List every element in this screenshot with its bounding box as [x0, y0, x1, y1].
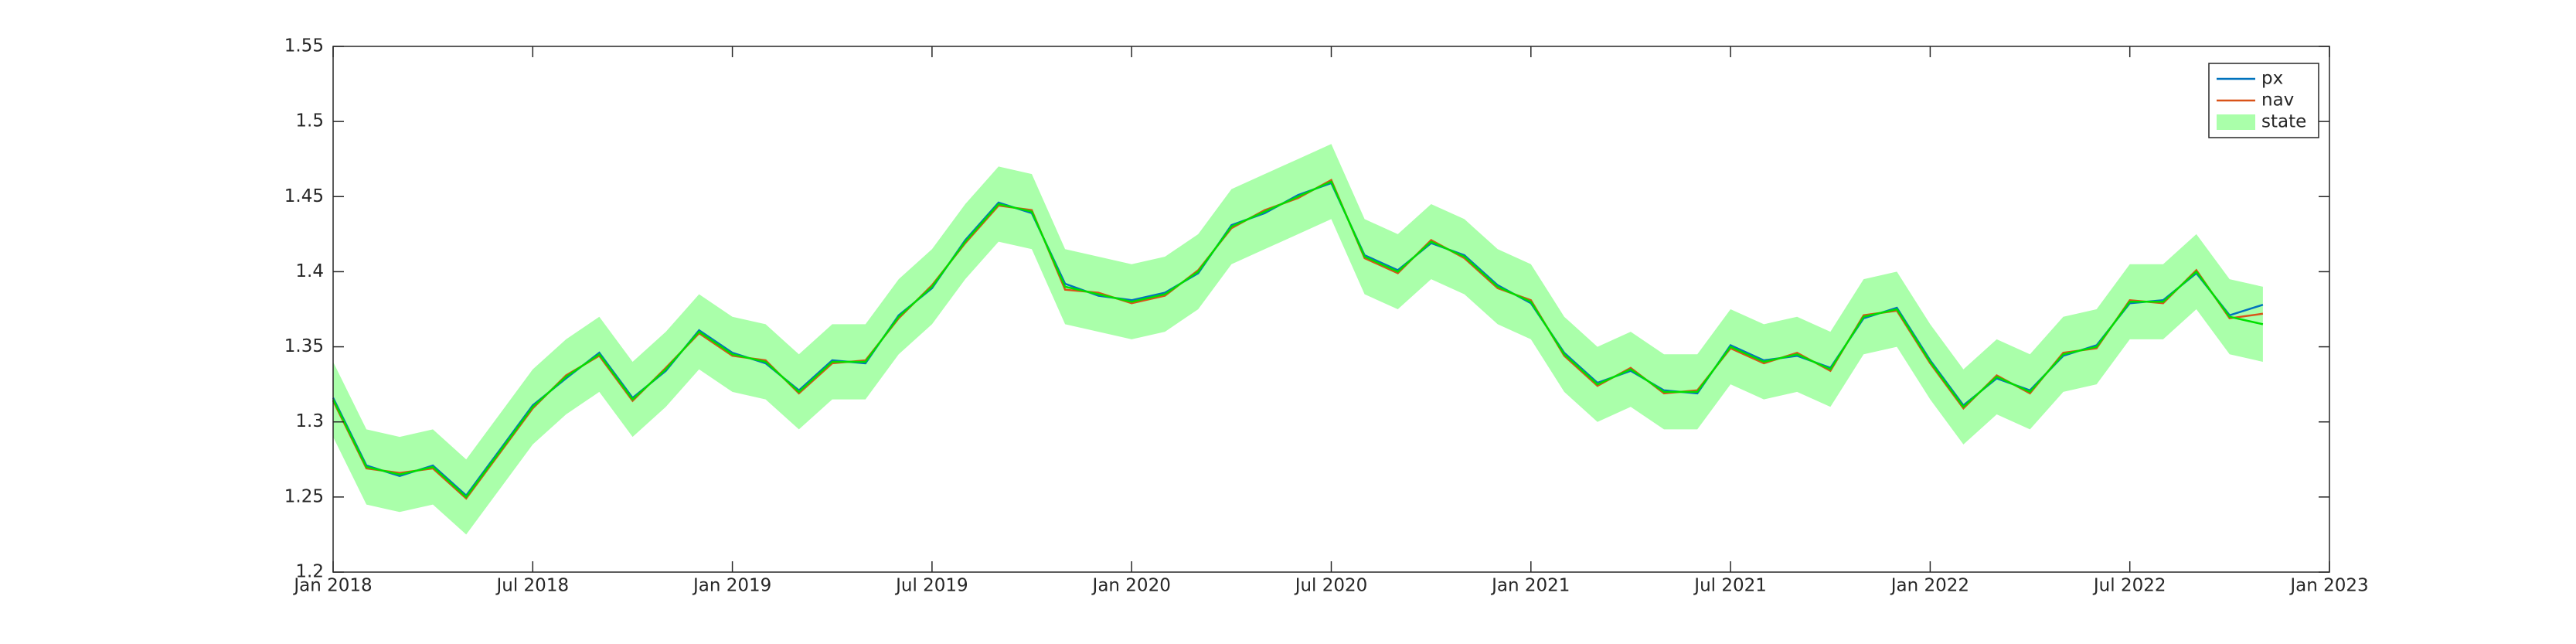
x-tick-label: Jul 2018 — [495, 576, 569, 596]
x-tick-label: Jan 2020 — [1091, 576, 1171, 596]
x-tick-label: Jul 2021 — [1693, 576, 1767, 596]
legend-label: px — [2261, 69, 2283, 89]
x-tick-label: Jan 2019 — [692, 576, 771, 596]
x-tick-label: Jul 2020 — [1294, 576, 1368, 596]
series-line — [332, 180, 2264, 499]
legend-label: state — [2261, 112, 2306, 132]
x-tick-label: Jan 2022 — [1890, 576, 1969, 596]
y-tick-label: 1.2 — [295, 562, 324, 582]
x-tick-label: Jan 2023 — [2288, 576, 2368, 596]
axes-box — [332, 46, 2330, 573]
y-tick-label: 1.5 — [295, 111, 324, 131]
confidence-band — [333, 144, 2263, 535]
y-tick-label: 1.55 — [284, 36, 324, 56]
x-tick-label: Jul 2019 — [894, 576, 968, 596]
x-tick-label: Jul 2022 — [2092, 576, 2166, 596]
legend-label: nav — [2261, 90, 2294, 111]
y-tick-label: 1.35 — [284, 336, 324, 356]
y-tick-label: 1.3 — [295, 411, 324, 431]
legend-swatch — [2217, 114, 2255, 130]
y-tick-label: 1.45 — [284, 186, 324, 206]
y-tick-label: 1.4 — [295, 261, 324, 281]
y-tick-label: 1.25 — [284, 486, 324, 506]
x-tick-label: Jan 2018 — [292, 576, 372, 596]
x-tick-label: Jan 2021 — [1490, 576, 1570, 596]
